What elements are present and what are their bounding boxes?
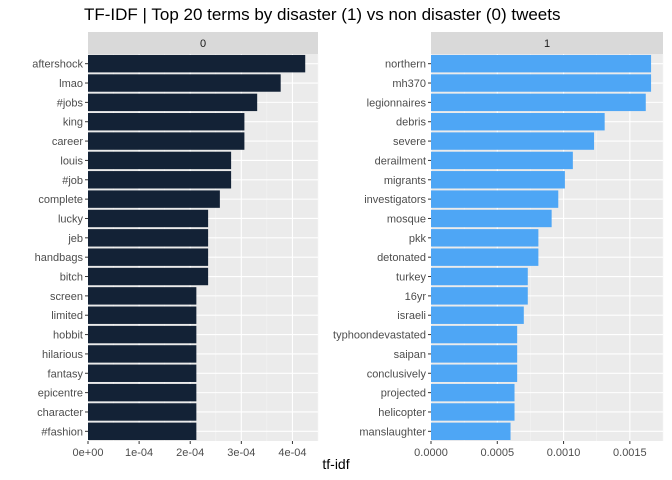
bar-hilarious [88,345,197,363]
bar-fantasy [88,364,197,382]
y-tick-label: screen [50,291,83,303]
y-tick-label: character [37,407,83,419]
bar-epicentre [88,383,197,402]
y-tick-label: jeb [67,233,83,245]
bar-louis [88,151,232,170]
bar-mh370 [431,74,652,92]
bar-conclusively [431,364,518,382]
y-tick-label: limited [51,310,83,322]
bar-#jobs [88,93,258,112]
y-tick-label: king [63,117,83,129]
y-tick-label: louis [60,155,83,167]
bar-migrants [431,171,565,189]
y-tick-label: hobbit [53,330,83,342]
y-tick-label: legionnaires [367,97,427,109]
y-tick-label: mosque [387,213,426,225]
y-tick-label: complete [38,194,83,206]
y-tick-label: manslaughter [359,426,426,438]
facet-strip-0 [88,32,318,54]
bar-16yr [431,287,528,305]
bar-#fashion [88,422,197,441]
bar-manslaughter [431,422,511,441]
chart-title: TF-IDF | Top 20 terms by disaster (1) vs… [84,5,561,24]
panel-background [88,54,318,441]
x-tick-label: 4e-04 [278,447,306,459]
y-tick-label: lucky [58,213,84,225]
x-tick-label: 3e-04 [227,447,255,459]
x-tick-label: 0e+00 [73,447,104,459]
bar-debris [431,113,605,131]
bar-handbags [88,248,209,266]
bar-screen [88,287,197,305]
y-tick-label: hilarious [42,349,83,361]
y-tick-label: northern [385,59,426,71]
bar-helicopter [431,403,515,421]
y-tick-label: israeli [397,310,426,322]
y-tick-label: typhoondevastated [333,330,426,342]
bar-derailment [431,151,573,170]
y-tick-label: handbags [35,252,84,264]
y-tick-label: #job [62,175,83,187]
x-tick-label: 0.0005 [480,447,514,459]
bar-pkk [431,229,539,247]
bar-bitch [88,267,209,286]
y-tick-label: derailment [375,155,426,167]
x-tick-label: 0.0015 [613,447,647,459]
bar-projected [431,383,515,402]
bar-typhoondevastated [431,325,518,344]
y-tick-label: severe [393,136,426,148]
y-tick-label: 16yr [405,291,427,303]
bar-israeli [431,306,524,324]
bar-king [88,113,245,131]
bar-severe [431,132,595,150]
y-tick-label: debris [396,117,426,129]
bar-legionnaires [431,93,646,112]
bar-lucky [88,209,209,228]
bar-jeb [88,229,209,247]
bar-limited [88,306,197,324]
bar-lmao [88,74,281,92]
bar-character [88,403,197,421]
facet-strip-label: 0 [200,38,206,50]
y-tick-label: epicentre [38,388,83,400]
panel-background [431,54,663,441]
bar-investigators [431,190,559,208]
y-tick-label: helicopter [378,407,426,419]
y-tick-label: detonated [377,252,426,264]
x-axis-label: tf-idf [322,456,350,472]
bar-career [88,132,245,150]
y-tick-label: career [52,136,84,148]
bar-northern [431,54,652,73]
x-tick-label: 1e-04 [125,447,153,459]
y-tick-label: #jobs [57,97,84,109]
y-tick-label: turkey [396,272,426,284]
bar-hobbit [88,325,197,344]
bar-detonated [431,248,539,266]
y-tick-label: migrants [384,175,427,187]
y-tick-label: pkk [409,233,427,245]
bar-#job [88,171,232,189]
facet-strip-label: 1 [544,38,550,50]
bar-saipan [431,345,518,363]
y-tick-label: #fashion [41,426,83,438]
y-tick-label: lmao [59,78,83,90]
y-tick-label: projected [381,388,426,400]
bar-turkey [431,267,528,286]
facet-strip-1 [431,32,663,54]
y-tick-label: saipan [394,349,426,361]
x-tick-label: 2e-04 [176,447,204,459]
y-tick-label: mh370 [392,78,426,90]
x-tick-label: 0.0000 [414,447,448,459]
y-tick-label: investigators [364,194,426,206]
bar-mosque [431,209,552,228]
bar-aftershock [88,54,306,73]
y-tick-label: conclusively [367,368,427,380]
y-tick-label: aftershock [32,59,83,71]
x-tick-label: 0.0010 [547,447,581,459]
bar-complete [88,190,220,208]
y-tick-label: bitch [60,272,83,284]
y-tick-label: fantasy [48,368,84,380]
